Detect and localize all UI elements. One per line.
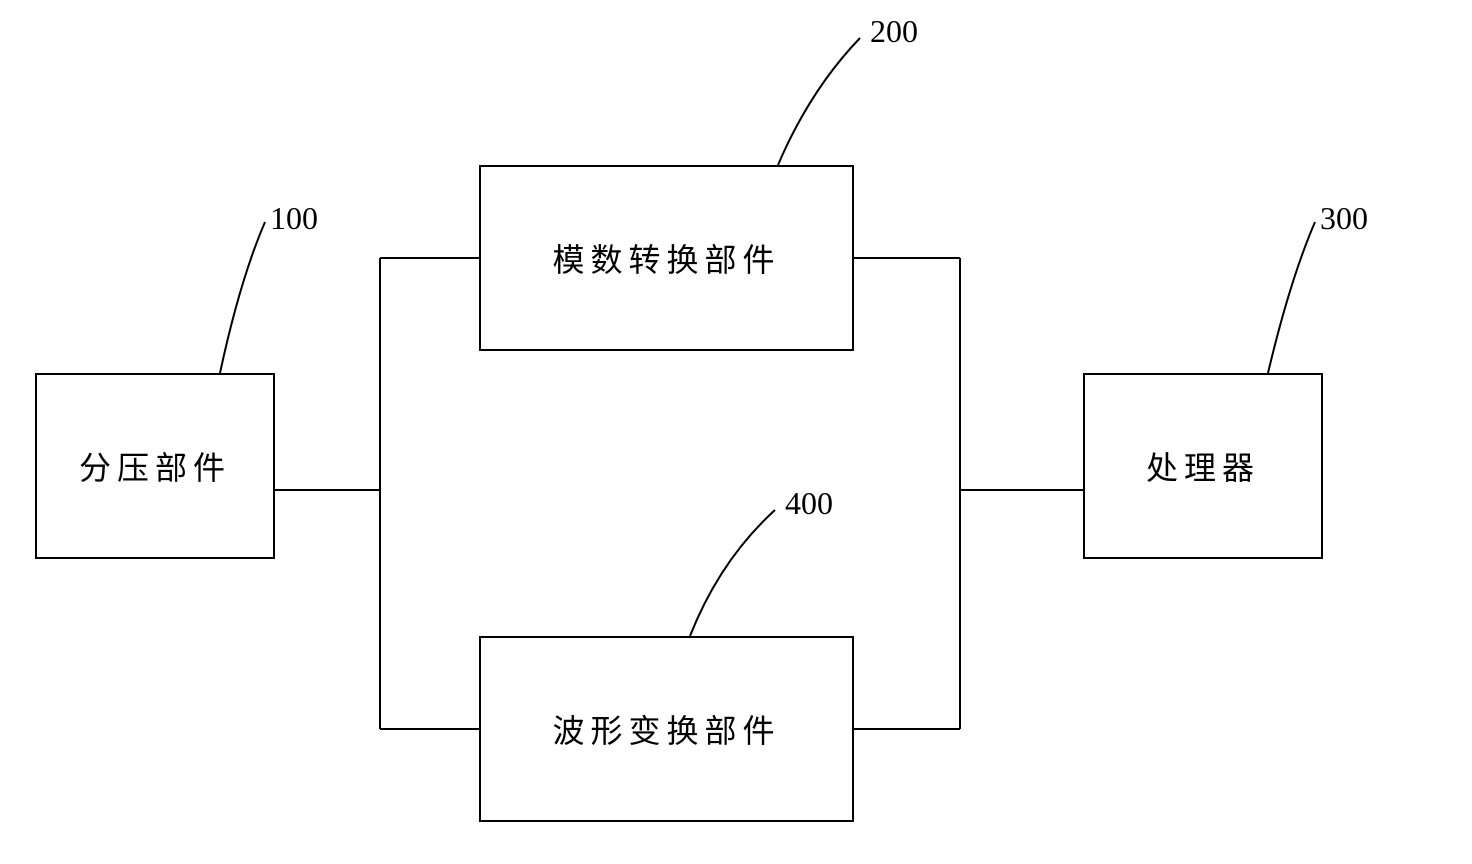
block-adc: 模数转换部件 <box>479 165 854 351</box>
diagram-canvas: 分压部件 100 模数转换部件 200 处理器 300 波形变换部件 400 <box>0 0 1472 864</box>
block-label: 模数转换部件 <box>552 235 780 281</box>
ref-label-300: 300 <box>1320 200 1368 237</box>
block-label: 波形变换部件 <box>552 706 780 752</box>
ref-label-200: 200 <box>870 13 918 50</box>
ref-label-100: 100 <box>270 200 318 237</box>
block-waveform-transform: 波形变换部件 <box>479 636 854 822</box>
ref-label-400: 400 <box>785 485 833 522</box>
block-label: 分压部件 <box>79 443 231 489</box>
block-label: 处理器 <box>1146 443 1260 489</box>
block-voltage-divider: 分压部件 <box>35 373 275 559</box>
block-processor: 处理器 <box>1083 373 1323 559</box>
